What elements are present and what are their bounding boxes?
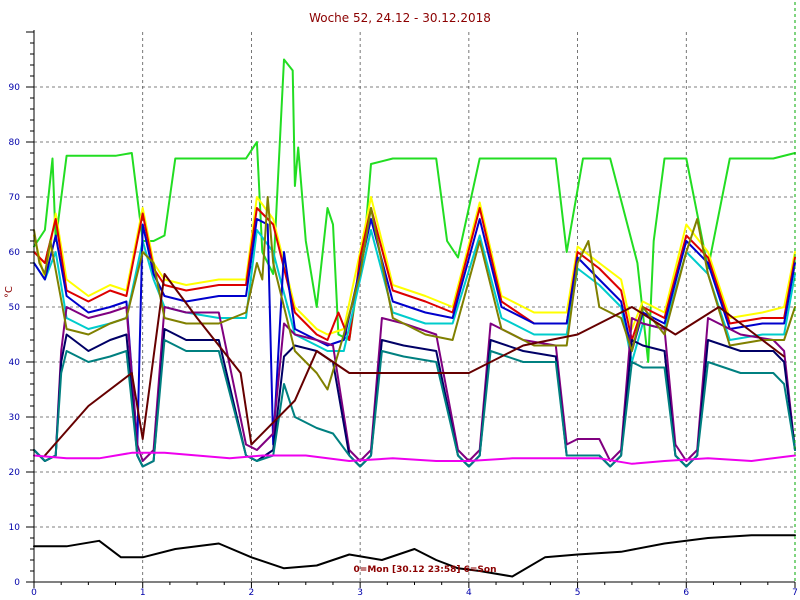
y-tick-label: 50 (9, 303, 21, 313)
series-line-2 (33, 196, 796, 336)
y-tick-label: 60 (9, 248, 21, 258)
y-tick-label: 10 (9, 523, 21, 533)
series-line-11 (33, 451, 796, 465)
x-tick-label: 2 (249, 588, 255, 598)
series-line-9 (33, 196, 796, 391)
y-axis-label: °C (4, 286, 15, 298)
series-line-8 (33, 339, 796, 468)
y-tick-label: 0 (14, 578, 20, 588)
y-tick-label: 90 (9, 83, 21, 93)
x-tick-label: 1 (140, 588, 146, 598)
y-tick-label: 70 (9, 193, 21, 203)
series-line-3 (33, 207, 796, 341)
y-tick-label: 20 (9, 468, 21, 478)
series-line-10 (43, 273, 786, 457)
y-tick-label: 40 (9, 358, 21, 368)
series-group (33, 58, 796, 578)
tick-labels: 0 10 20 30 40 50 60 70 80 90 0 1 2 3 4 5 6 7 (9, 83, 798, 598)
x-tick-label: 4 (466, 588, 472, 598)
chart-title: Woche 52, 24.12 - 30.12.2018 (309, 11, 491, 25)
x-tick-label: 0 (31, 588, 37, 598)
x-tick-label: 6 (683, 588, 689, 598)
y-tick-label: 30 (9, 413, 21, 423)
series-line-12 (33, 534, 796, 578)
x-tick-label: 3 (357, 588, 363, 598)
y-tick-label: 80 (9, 138, 21, 148)
x-tick-label: 5 (575, 588, 581, 598)
chart-footer: 0=Mon [30.12 23:58] 6=Son (354, 565, 497, 575)
x-tick-label: 7 (792, 588, 798, 598)
axes (26, 2, 796, 588)
